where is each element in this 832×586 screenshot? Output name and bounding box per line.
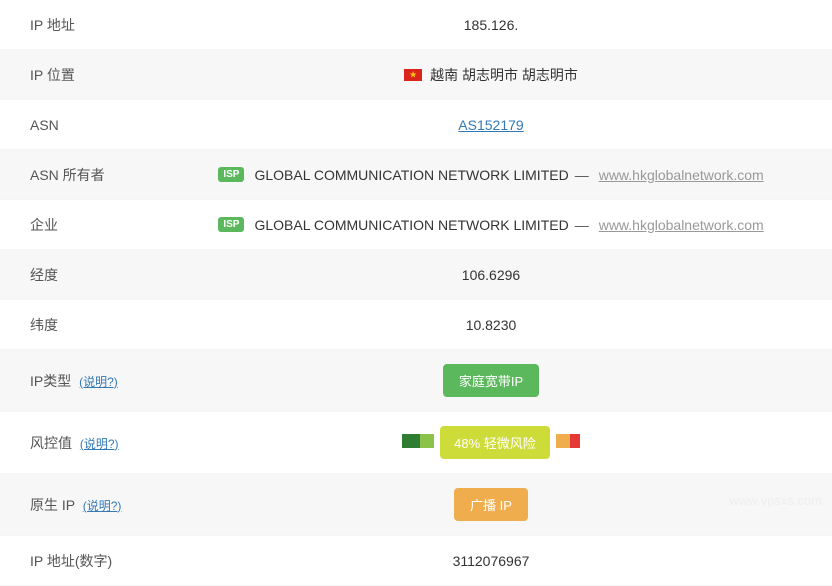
dash-separator: — [575, 167, 589, 183]
ip-type-help-link[interactable]: (说明?) [79, 375, 118, 389]
risk-label-text: 风控值 [30, 435, 72, 451]
row-asn: ASN AS152179 [0, 100, 832, 150]
asn-owner-url-link[interactable]: www.hkglobalnetwork.com [599, 167, 764, 183]
value-ip-address: 185.126. [150, 3, 832, 47]
row-enterprise: 企业 ISP GLOBAL COMMUNICATION NETWORK LIMI… [0, 200, 832, 250]
asn-owner-org: GLOBAL COMMUNICATION NETWORK LIMITED [254, 167, 568, 183]
label-asn: ASN [0, 103, 150, 147]
risk-post-blocks [556, 434, 580, 451]
label-longitude: 经度 [0, 251, 150, 299]
row-ip-address: IP 地址 185.126. [0, 0, 832, 50]
label-native-ip: 原生 IP (说明?) [0, 481, 150, 529]
risk-block [556, 434, 570, 448]
row-native-ip: 原生 IP (说明?) 广播 IP [0, 474, 832, 536]
ip-type-label-text: IP类型 [30, 373, 71, 389]
enterprise-org: GLOBAL COMMUNICATION NETWORK LIMITED [254, 217, 568, 233]
row-longitude: 经度 106.6296 [0, 250, 832, 300]
isp-badge: ISP [218, 167, 244, 182]
risk-indicator: 48% 轻微风险 [402, 426, 580, 459]
row-asn-owner: ASN 所有者 ISP GLOBAL COMMUNICATION NETWORK… [0, 150, 832, 200]
value-latitude: 10.8230 [150, 303, 832, 347]
label-asn-owner: ASN 所有者 [0, 151, 150, 199]
value-asn: AS152179 [150, 103, 832, 147]
ip-info-table: IP 地址 185.126. IP 位置 越南 胡志明市 胡志明市 ASN AS… [0, 0, 832, 586]
native-ip-help-link[interactable]: (说明?) [83, 499, 122, 513]
value-asn-owner: ISP GLOBAL COMMUNICATION NETWORK LIMITED… [150, 153, 832, 197]
value-native-ip: 广播 IP [150, 474, 832, 535]
enterprise-url-link[interactable]: www.hkglobalnetwork.com [599, 217, 764, 233]
label-enterprise: 企业 [0, 201, 150, 249]
risk-block [420, 434, 434, 448]
ip-type-badge: 家庭宽带IP [443, 364, 539, 397]
row-ip-location: IP 位置 越南 胡志明市 胡志明市 [0, 50, 832, 100]
vietnam-flag-icon [404, 69, 422, 81]
label-ip-address: IP 地址 [0, 1, 150, 49]
value-enterprise: ISP GLOBAL COMMUNICATION NETWORK LIMITED… [150, 203, 832, 247]
risk-block [402, 434, 420, 448]
label-risk: 风控值 (说明?) [0, 419, 150, 467]
row-ip-numeric: IP 地址(数字) 3112076967 [0, 536, 832, 586]
isp-badge: ISP [218, 217, 244, 232]
row-latitude: 纬度 10.8230 [0, 300, 832, 350]
label-latitude: 纬度 [0, 301, 150, 349]
native-ip-label-text: 原生 IP [30, 497, 75, 513]
value-ip-location: 越南 胡志明市 胡志明市 [150, 51, 832, 99]
risk-block [570, 434, 580, 448]
value-risk: 48% 轻微风险 [150, 412, 832, 473]
label-ip-type: IP类型 (说明?) [0, 357, 150, 405]
label-ip-location: IP 位置 [0, 51, 150, 99]
row-ip-type: IP类型 (说明?) 家庭宽带IP [0, 350, 832, 412]
risk-pre-blocks [402, 434, 434, 451]
value-ip-numeric: 3112076967 [150, 539, 832, 583]
risk-help-link[interactable]: (说明?) [80, 437, 119, 451]
dash-separator: — [575, 217, 589, 233]
asn-link[interactable]: AS152179 [458, 117, 523, 133]
row-risk: 风控值 (说明?) 48% 轻微风险 [0, 412, 832, 474]
value-longitude: 106.6296 [150, 253, 832, 297]
value-ip-type: 家庭宽带IP [150, 350, 832, 411]
native-ip-badge: 广播 IP [454, 488, 528, 521]
location-text: 越南 胡志明市 胡志明市 [430, 65, 578, 85]
risk-pill: 48% 轻微风险 [440, 426, 550, 459]
label-ip-numeric: IP 地址(数字) [0, 537, 150, 585]
